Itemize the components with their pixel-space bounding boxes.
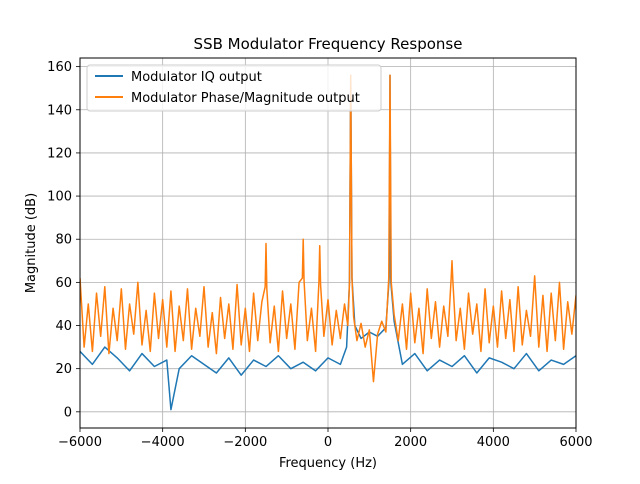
- y-tick-label: 140: [47, 103, 72, 118]
- y-tick-label: 40: [55, 319, 72, 334]
- y-tick-label: 20: [55, 362, 72, 377]
- y-axis-label: Magnitude (dB): [24, 193, 39, 293]
- y-tick-label: 160: [47, 60, 72, 75]
- series-line-phase-magnitude-output: [80, 74, 576, 383]
- y-tick-label: 0: [64, 405, 72, 420]
- y-tick-label: 100: [47, 190, 72, 205]
- x-tick-label: 4000: [477, 435, 510, 450]
- legend: Modulator IQ output Modulator Phase/Magn…: [86, 64, 382, 112]
- x-tick-label: −2000: [223, 435, 267, 450]
- y-tick-label: 120: [47, 146, 72, 161]
- x-tick-label: 6000: [559, 435, 592, 450]
- x-tick-label: 2000: [394, 435, 427, 450]
- x-axis-label: Frequency (Hz): [279, 456, 377, 471]
- legend-box: [86, 64, 382, 112]
- y-tick-label: 80: [55, 233, 72, 248]
- x-tick-label: −6000: [58, 435, 102, 450]
- legend-label-iq: Modulator IQ output: [131, 70, 262, 85]
- chart-title: SSB Modulator Frequency Response: [194, 35, 463, 53]
- ticks: −6000 −4000 −2000 0 2000 4000 6000 0 20 40 60 80 100…: [47, 60, 592, 450]
- x-tick-label: −4000: [141, 435, 185, 450]
- y-tick-label: 60: [55, 276, 72, 291]
- legend-label-phase-magnitude: Modulator Phase/Magnitude output: [131, 91, 360, 106]
- x-tick-label: 0: [324, 435, 332, 450]
